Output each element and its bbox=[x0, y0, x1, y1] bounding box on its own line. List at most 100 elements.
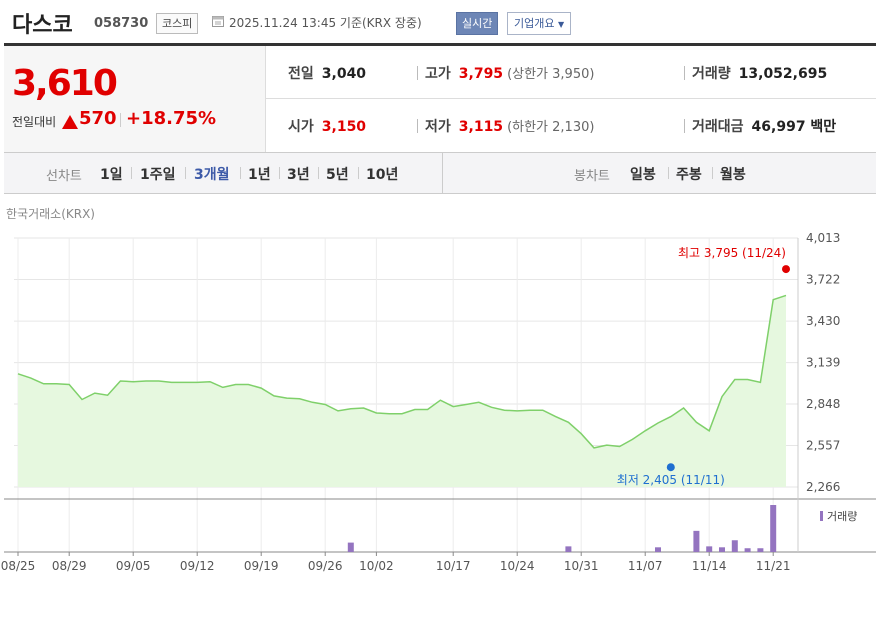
open-cell: 시가 3,150 bbox=[288, 116, 366, 136]
tab-divider bbox=[240, 167, 241, 179]
prev-close-label: 전일 bbox=[288, 66, 314, 82]
tab-3y[interactable]: 3년 bbox=[287, 167, 310, 183]
change-percent: +18.75% bbox=[126, 108, 217, 129]
open-label: 시가 bbox=[288, 119, 314, 135]
up-triangle-icon bbox=[62, 115, 78, 129]
divider bbox=[417, 66, 418, 80]
chart-annotations: 최고 3,795 (11/24) 최저 2,405 (11/11) bbox=[617, 246, 790, 487]
x-tick-label: 09/19 bbox=[244, 559, 279, 573]
prev-close-value: 3,040 bbox=[321, 66, 367, 82]
low-marker bbox=[666, 463, 675, 472]
prev-close-cell: 전일 3,040 bbox=[288, 63, 366, 83]
header: 다스코 058730 코스피 2025.11.24 13:45 기준(KRX 장… bbox=[0, 0, 876, 44]
x-tick-label: 09/05 bbox=[116, 559, 151, 573]
stock-code: 058730 bbox=[94, 16, 149, 31]
volume-bars: 거래량 bbox=[347, 505, 857, 552]
volume-cell: 거래량 13,052,695 bbox=[692, 63, 827, 83]
tab-1w[interactable]: 1주일 bbox=[140, 167, 176, 183]
tab-1d[interactable]: 1일 bbox=[100, 167, 123, 183]
volume-bar bbox=[655, 547, 661, 552]
x-tick-label: 08/29 bbox=[52, 559, 87, 573]
quote-panel: 3,610 전일대비 570 +18.75% 전일 3,040 고가 3,795 (상… bbox=[4, 46, 876, 153]
price-line bbox=[17, 294, 787, 449]
high-cell: 고가 3,795 (상한가 3,950) bbox=[425, 63, 594, 83]
line-chart-label: 선차트 bbox=[46, 169, 82, 184]
x-tick-label: 10/24 bbox=[500, 559, 535, 573]
high-label: 고가 bbox=[425, 66, 451, 82]
realtime-button[interactable]: 실시간 bbox=[456, 12, 499, 35]
low-annotation: 최저 2,405 (11/11) bbox=[617, 473, 725, 487]
x-tick-label: 09/12 bbox=[180, 559, 215, 573]
open-value: 3,150 bbox=[321, 119, 367, 135]
chart-period-tabs: 선차트 1일 1주일 3개월 1년 3년 5년 10년 봉차트 일봉 주봉 월봉 bbox=[4, 153, 876, 194]
y-tick-label: 2,848 bbox=[806, 397, 840, 411]
change-value: 570 bbox=[79, 108, 117, 129]
tab-divider bbox=[668, 167, 669, 179]
volume-bar bbox=[770, 505, 777, 552]
volume-legend-icon bbox=[820, 511, 823, 521]
x-tick-label: 11/14 bbox=[692, 559, 727, 573]
chart-source: 한국거래소(KRX) bbox=[6, 207, 95, 221]
stock-name: 다스코 bbox=[12, 13, 73, 38]
high-annotation: 최고 3,795 (11/24) bbox=[678, 246, 786, 260]
volume-bar bbox=[731, 540, 738, 552]
y-tick-label: 4,013 bbox=[806, 231, 840, 245]
lower-limit: (하한가 2,130) bbox=[507, 120, 595, 135]
candle-chart-label: 봉차트 bbox=[574, 169, 610, 184]
tab-divider bbox=[279, 167, 280, 179]
volume-bar bbox=[757, 548, 764, 552]
x-axis-ticks: 08/25 08/29 09/05 09/12 09/19 09/26 10/02 10/17… bbox=[1, 552, 791, 573]
tab-10y[interactable]: 10년 bbox=[366, 167, 399, 183]
x-tick-label: 11/21 bbox=[756, 559, 791, 573]
dropdown-arrow-icon: ▼ bbox=[557, 20, 565, 29]
y-tick-label: 2,266 bbox=[806, 480, 840, 494]
upper-limit: (상한가 3,950) bbox=[507, 67, 595, 82]
y-tick-label: 3,722 bbox=[806, 272, 840, 286]
x-tick-label: 11/07 bbox=[628, 559, 663, 573]
amount-value: 46,997 백만 bbox=[751, 119, 837, 135]
quote-row-divider bbox=[266, 98, 876, 99]
company-overview-label: 기업개요 bbox=[514, 17, 555, 30]
tab-monthly-candle[interactable]: 월봉 bbox=[720, 167, 746, 183]
high-marker bbox=[782, 265, 790, 274]
low-value: 3,115 bbox=[458, 119, 504, 135]
tab-weekly-candle[interactable]: 주봉 bbox=[676, 167, 702, 183]
volume-bar bbox=[347, 542, 354, 552]
volume-label: 거래량 bbox=[692, 66, 731, 82]
y-tick-label: 2,557 bbox=[806, 439, 840, 453]
tab-1y[interactable]: 1년 bbox=[248, 167, 271, 183]
divider bbox=[417, 119, 418, 133]
divider bbox=[684, 66, 685, 80]
timestamp: 2025.11.24 13:45 기준(KRX 장중) bbox=[229, 16, 422, 30]
low-cell: 저가 3,115 (하한가 2,130) bbox=[425, 116, 594, 136]
tab-divider bbox=[318, 167, 319, 179]
tab-5y[interactable]: 5년 bbox=[326, 167, 349, 183]
y-tick-label: 3,430 bbox=[806, 314, 840, 328]
x-tick-label: 10/31 bbox=[564, 559, 599, 573]
y-tick-label: 3,139 bbox=[806, 356, 840, 370]
high-value: 3,795 bbox=[458, 66, 504, 82]
y-axis-ticks: 4,013 3,722 3,430 3,139 2,848 2,557 2,266 bbox=[806, 231, 840, 494]
header-rule bbox=[4, 43, 876, 46]
market-badge: 코스피 bbox=[156, 13, 199, 34]
company-overview-button[interactable]: 기업개요 ▼ bbox=[507, 12, 572, 35]
volume-legend-label: 거래량 bbox=[827, 510, 857, 523]
volume-bar bbox=[744, 548, 751, 552]
volume-bar bbox=[565, 546, 572, 552]
amount-cell: 거래대금 46,997 백만 bbox=[692, 116, 836, 136]
tab-divider bbox=[358, 167, 359, 179]
tab-3m[interactable]: 3개월 bbox=[194, 167, 230, 183]
calendar-icon bbox=[212, 16, 224, 27]
x-tick-label: 10/02 bbox=[359, 559, 394, 573]
divider bbox=[684, 119, 685, 133]
current-price-panel: 3,610 전일대비 570 +18.75% bbox=[4, 46, 266, 152]
change-divider bbox=[120, 113, 121, 127]
current-price: 3,610 bbox=[12, 63, 118, 104]
low-label: 저가 bbox=[425, 119, 451, 135]
price-area bbox=[18, 295, 786, 487]
tab-daily-candle[interactable]: 일봉 bbox=[630, 167, 656, 183]
change-label: 전일대비 bbox=[12, 115, 57, 129]
volume-value: 13,052,695 bbox=[738, 66, 828, 82]
tabs-divider bbox=[442, 153, 443, 193]
volume-bar bbox=[719, 547, 725, 552]
